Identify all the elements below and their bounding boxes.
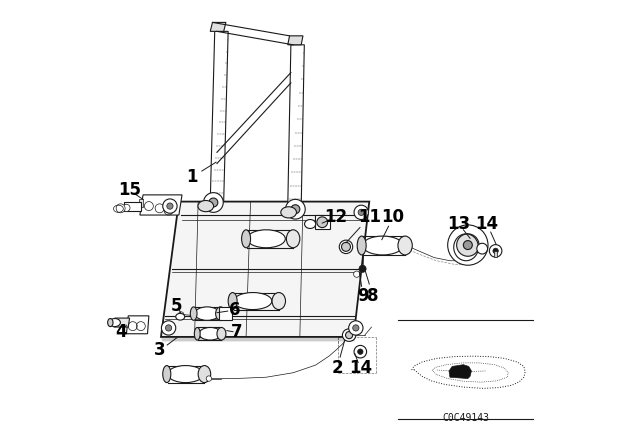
Text: 11: 11 [358,208,381,226]
Ellipse shape [234,293,272,310]
Ellipse shape [216,307,225,320]
Text: 14: 14 [349,359,372,377]
Circle shape [353,271,360,277]
Circle shape [317,217,328,228]
Polygon shape [210,22,226,31]
Bar [315,215,330,229]
Circle shape [166,325,172,331]
Ellipse shape [305,220,316,228]
Ellipse shape [163,366,171,383]
Circle shape [349,321,363,335]
Text: 2: 2 [332,359,343,377]
Ellipse shape [287,230,300,248]
Text: 8: 8 [367,287,379,305]
Circle shape [291,205,300,214]
Polygon shape [127,316,149,334]
Ellipse shape [357,236,366,255]
Ellipse shape [339,240,353,254]
Ellipse shape [195,307,220,320]
Polygon shape [210,31,228,202]
Ellipse shape [398,236,412,255]
Circle shape [342,242,351,251]
Circle shape [490,245,502,257]
Ellipse shape [108,319,113,327]
Circle shape [179,312,184,317]
Circle shape [163,199,177,213]
Bar [220,307,232,320]
Ellipse shape [281,207,296,218]
Polygon shape [161,337,355,341]
Polygon shape [288,45,305,207]
Text: 4: 4 [115,323,127,340]
Circle shape [116,204,125,213]
Polygon shape [161,202,369,337]
Circle shape [358,209,364,215]
Polygon shape [288,36,303,45]
Text: 15: 15 [118,181,141,199]
Circle shape [463,241,472,250]
Text: 10: 10 [381,208,404,226]
Circle shape [477,243,488,254]
Polygon shape [124,202,141,211]
Circle shape [206,376,212,381]
Circle shape [358,349,363,354]
Text: 14: 14 [476,215,499,233]
Circle shape [161,321,176,335]
Polygon shape [140,195,182,215]
Ellipse shape [176,314,185,320]
Ellipse shape [217,327,226,340]
Circle shape [353,325,359,331]
Ellipse shape [228,293,237,310]
Circle shape [456,234,479,256]
Circle shape [354,205,369,220]
Text: 13: 13 [447,215,470,233]
Ellipse shape [190,307,197,320]
Ellipse shape [247,230,285,248]
Text: 3: 3 [154,341,166,359]
Circle shape [204,193,223,212]
Text: C0C49143: C0C49143 [442,413,489,422]
Circle shape [448,225,488,265]
Ellipse shape [198,366,211,383]
Polygon shape [139,199,143,207]
Circle shape [167,203,173,209]
Ellipse shape [195,327,200,340]
Circle shape [123,204,130,211]
Ellipse shape [199,327,221,340]
Text: 12: 12 [324,208,348,226]
Circle shape [346,332,353,339]
Text: 1: 1 [187,168,198,186]
Polygon shape [449,365,472,379]
Text: 9: 9 [357,287,369,305]
Ellipse shape [362,236,403,255]
Polygon shape [114,318,130,327]
Text: 6: 6 [229,301,241,319]
Ellipse shape [242,230,251,248]
Bar [494,251,497,257]
Ellipse shape [198,201,214,212]
Text: 5: 5 [171,297,182,314]
Circle shape [493,248,499,254]
Ellipse shape [109,319,120,327]
Circle shape [354,345,367,358]
Ellipse shape [272,293,285,310]
Circle shape [285,199,305,219]
Text: 7: 7 [231,323,243,341]
Ellipse shape [168,366,204,383]
Circle shape [359,265,366,272]
Circle shape [209,198,218,207]
Ellipse shape [342,329,356,341]
